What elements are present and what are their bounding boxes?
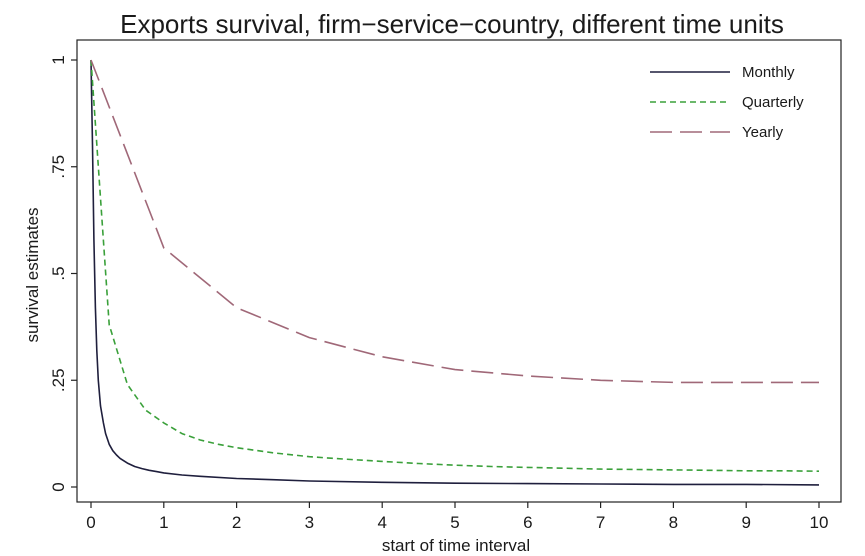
y-tick-label: 1 (49, 55, 68, 64)
x-tick-label: 4 (377, 513, 386, 532)
y-tick-label: .75 (49, 155, 68, 179)
x-tick-label: 7 (596, 513, 605, 532)
y-tick-label: 0 (49, 482, 68, 491)
legend: Monthly Quarterly Yearly (650, 64, 804, 141)
x-tick-label: 0 (86, 513, 95, 532)
x-tick-label: 3 (305, 513, 314, 532)
legend-label-quarterly: Quarterly (742, 94, 804, 111)
y-tick-label: .5 (49, 266, 68, 280)
x-tick-label: 8 (669, 513, 678, 532)
x-tick-label: 6 (523, 513, 532, 532)
y-axis-label: survival estimates (23, 207, 42, 342)
series-line-monthly (90, 59, 820, 486)
plot-frame (76, 39, 842, 503)
x-tick-label: 10 (810, 513, 829, 532)
series-line-yearly (90, 59, 819, 384)
x-tick-label: 1 (159, 513, 168, 532)
x-tick-label: 5 (450, 513, 459, 532)
y-axis: 0 .25 .5 .75 1 (49, 55, 77, 492)
x-axis-label: start of time interval (382, 536, 530, 555)
legend-label-monthly: Monthly (742, 64, 795, 81)
x-tick-label: 9 (741, 513, 750, 532)
x-tick-label: 2 (232, 513, 241, 532)
series-lines (90, 59, 820, 486)
chart-title: Exports survival, firm−service−country, … (120, 9, 784, 39)
x-axis: 0 1 2 3 4 5 6 7 8 9 10 (86, 502, 828, 532)
series-line-quarterly (90, 59, 820, 472)
y-tick-label: .25 (49, 368, 68, 392)
legend-label-yearly: Yearly (742, 124, 784, 141)
